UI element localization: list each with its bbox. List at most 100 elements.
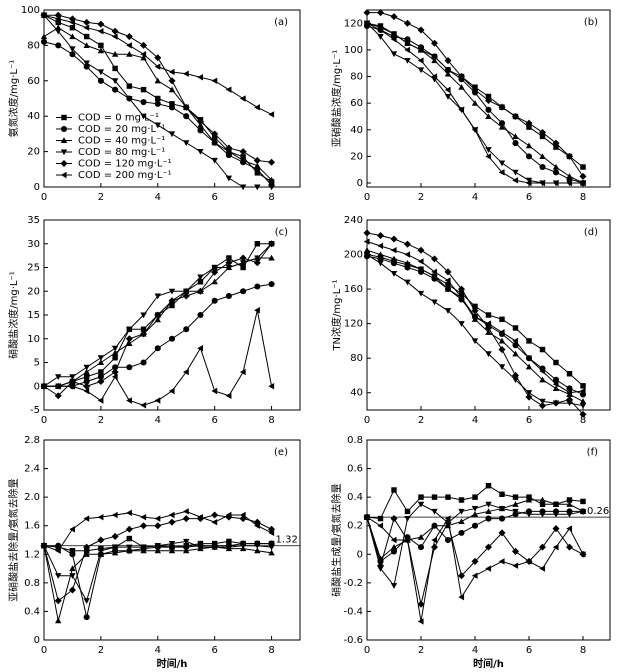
marker [168, 131, 176, 138]
marker [377, 515, 384, 522]
marker [525, 558, 532, 565]
x-tick-label: 0 [41, 645, 47, 656]
marker [376, 9, 385, 17]
marker [111, 368, 119, 376]
marker [417, 290, 425, 297]
marker [126, 535, 133, 542]
marker [471, 316, 479, 322]
x-tick-label: 8 [580, 415, 586, 426]
y-tick-label: 80 [350, 72, 363, 83]
y-tick-label: 80 [27, 40, 40, 51]
y-tick-label: 240 [344, 215, 363, 226]
y-axis-label: 硝酸盐浓度/mg·L⁻¹ [7, 271, 20, 359]
marker [168, 68, 175, 76]
marker [140, 54, 147, 61]
marker [97, 47, 105, 54]
y-tick-label: 100 [21, 5, 40, 16]
marker [126, 364, 133, 371]
marker [417, 266, 425, 272]
marker [211, 264, 218, 271]
x-tick-label: 8 [580, 645, 586, 656]
marker [498, 123, 506, 130]
marker [444, 285, 452, 292]
marker [363, 20, 370, 27]
marker [83, 547, 90, 554]
marker [458, 294, 465, 301]
marker [431, 522, 438, 529]
marker [431, 299, 438, 306]
marker [404, 516, 411, 522]
marker [69, 547, 76, 554]
marker [154, 543, 161, 549]
marker [168, 541, 176, 547]
panel: 0 20 40 60 80 100 0 2 4 6 8 (a) 氨氮浓度/mg·L⁻¹ COD = 0 m… [7, 5, 301, 203]
marker [417, 533, 425, 540]
marker [404, 279, 411, 286]
marker [83, 378, 90, 385]
y-tick-label: 2.4 [24, 464, 40, 475]
panel-label: (c) [275, 227, 288, 238]
y-tick-label: 30 [27, 239, 40, 250]
panel-label: (b) [584, 17, 598, 28]
marker [55, 542, 62, 549]
marker [211, 278, 218, 285]
plot-frame [366, 9, 611, 188]
marker [458, 593, 465, 601]
marker [55, 374, 62, 380]
marker [68, 377, 76, 386]
marker [40, 12, 47, 19]
marker [83, 551, 90, 557]
panel-label: (e) [274, 447, 288, 458]
marker [54, 392, 62, 400]
marker [183, 538, 190, 545]
marker [112, 86, 119, 93]
marker [169, 302, 175, 309]
marker [111, 33, 118, 40]
marker [183, 368, 189, 376]
y-axis-label: 亚硝酸盐浓度/mg·L⁻¹ [330, 50, 343, 148]
marker [430, 255, 439, 263]
y-tick-label: 5 [34, 358, 40, 369]
marker [417, 600, 425, 608]
y-axis-label: TN浓度/mg·L⁻¹ [330, 279, 343, 351]
marker [97, 536, 105, 544]
x-tick-label: 6 [526, 645, 532, 656]
legend-label: COD = 20 mg·L⁻¹ [78, 124, 165, 135]
marker [97, 373, 104, 380]
marker [83, 368, 90, 375]
marker [97, 355, 105, 361]
y-axis-label: 亚硝酸盐去除量/氨氮去除量 [7, 478, 20, 601]
marker [69, 573, 76, 579]
marker [471, 86, 479, 94]
marker [126, 326, 133, 333]
marker [182, 515, 190, 523]
marker [526, 338, 532, 344]
marker [390, 30, 398, 37]
marker [211, 139, 218, 146]
marker [83, 515, 90, 522]
marker [552, 399, 560, 407]
marker [525, 177, 533, 184]
marker [376, 232, 385, 240]
marker [390, 543, 398, 550]
marker [444, 515, 451, 522]
marker [485, 565, 492, 572]
marker [97, 20, 105, 28]
series-line [366, 254, 584, 407]
marker [239, 157, 247, 164]
legend-label: COD = 0 mg·L⁻¹ [78, 113, 159, 124]
marker [539, 346, 546, 353]
marker [83, 382, 91, 390]
marker [566, 511, 573, 518]
marker [83, 598, 90, 604]
plot-frame [366, 439, 611, 641]
marker [268, 158, 276, 166]
marker [154, 522, 162, 530]
marker [511, 547, 520, 555]
marker [253, 259, 261, 267]
marker [363, 251, 371, 258]
marker [539, 179, 546, 187]
marker [111, 345, 119, 352]
marker [126, 509, 132, 517]
marker [457, 285, 466, 293]
